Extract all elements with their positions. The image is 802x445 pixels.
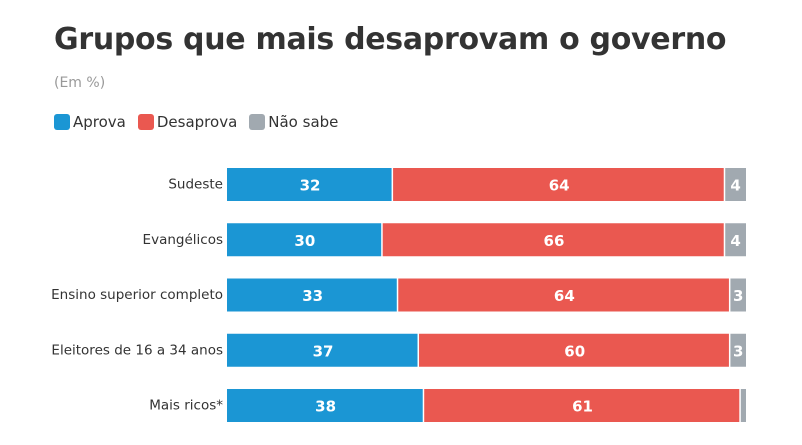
legend-item-aprova: Aprova [54,113,126,131]
value-label-desaprova-evang-licos: 66 [544,232,565,250]
bar-aprova-ensino-superior-completo [227,278,397,312]
category-label-evang-licos: Evangélicos [143,232,223,248]
value-label-aprova-mais-ricos: 38 [315,398,336,416]
legend-item-desaprova: Desaprova [137,113,238,131]
bar-aprova-sudeste [227,168,392,201]
value-label-n-o-sabe-ensino-superior-completo: 3 [733,287,743,305]
legend-item-nao-sabe: Não sabe [249,113,338,131]
category-label-mais-ricos: Mais ricos* [149,398,223,414]
bar-aprova-mais-ricos [227,389,423,422]
bar-desaprova-sudeste [393,168,724,201]
value-label-desaprova-eleitores-de-16-a-34-anos: 60 [564,342,585,360]
legend-label-aprova: Aprova [73,113,126,131]
value-label-desaprova-sudeste: 64 [549,177,570,195]
legend-swatch-desaprova [137,114,154,130]
legend-label-nao-sabe: Não sabe [268,113,339,131]
category-label-eleitores-de-16-a-34-anos: Eleitores de 16 a 34 anos [51,342,223,358]
legend-swatch-nao-sabe [249,114,266,130]
bar-aprova-evang-licos [227,223,382,257]
value-label-aprova-eleitores-de-16-a-34-anos: 37 [313,342,334,360]
value-label-desaprova-mais-ricos: 61 [572,398,593,416]
bar-n-o-sabe-evang-licos [725,223,746,257]
bar-n-o-sabe-eleitores-de-16-a-34-anos [730,333,746,367]
category-label-ensino-superior-completo: Ensino superior completo [51,287,223,303]
bar-desaprova-eleitores-de-16-a-34-anos [419,333,729,367]
value-label-aprova-ensino-superior-completo: 33 [302,287,323,305]
bar-aprova-eleitores-de-16-a-34-anos [227,333,418,367]
bar-desaprova-evang-licos [382,223,724,257]
bar-n-o-sabe-mais-ricos [740,389,746,422]
bar-n-o-sabe-sudeste [725,168,746,201]
bar-desaprova-mais-ricos [424,389,740,422]
legend-swatch-aprova [54,114,70,130]
value-label-desaprova-ensino-superior-completo: 64 [554,287,575,305]
value-label-n-o-sabe-evang-licos: 4 [730,232,740,250]
legend-label-desaprova: Desaprova [156,113,238,131]
value-label-n-o-sabe-eleitores-de-16-a-34-anos: 3 [733,342,743,360]
value-label-n-o-sabe-sudeste: 4 [730,177,740,195]
value-label-aprova-sudeste: 32 [300,177,321,195]
bar-n-o-sabe-ensino-superior-completo [730,278,746,312]
category-label-sudeste: Sudeste [168,177,223,193]
chart-title: Grupos que mais desaprovam o governo [54,22,727,57]
legend: Aprova Desaprova Não sabe [54,112,350,132]
value-label-aprova-evang-licos: 30 [294,232,315,250]
bar-desaprova-ensino-superior-completo [398,278,729,312]
chart-subtitle: (Em %) [54,75,106,91]
